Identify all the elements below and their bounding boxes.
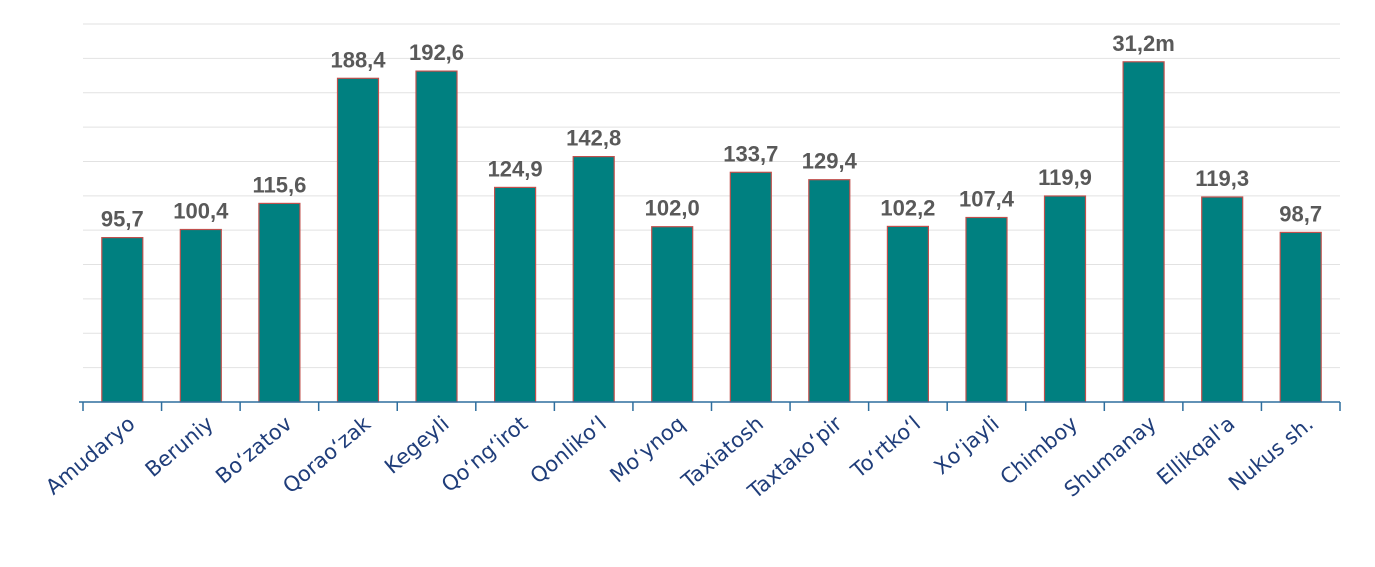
bar (886, 225, 930, 403)
bar (494, 186, 537, 403)
bar (415, 70, 458, 403)
bar (1122, 61, 1165, 403)
data-label: 192,6 (409, 40, 464, 65)
bar (808, 179, 851, 403)
data-label: 188,4 (330, 47, 386, 72)
bar (336, 77, 380, 403)
category-label: Qorao‘zak (278, 411, 376, 498)
data-label: 133,7 (723, 141, 778, 166)
x-axis (79, 401, 1341, 411)
data-label: 31,2m (1112, 31, 1174, 56)
category-label: Nukus sh. (1224, 411, 1318, 495)
data-label: 107,4 (959, 187, 1015, 212)
bar (965, 216, 1008, 403)
data-label: 119,3 (1195, 166, 1249, 191)
category-label: To‘rtko‘l (846, 411, 925, 483)
category-label: Kegeyli (380, 411, 454, 478)
data-label: 102,0 (645, 196, 700, 221)
category-label: Qonliko‘l (526, 411, 611, 488)
data-label: 102,2 (880, 195, 935, 220)
bar (258, 202, 301, 403)
bar (101, 237, 144, 403)
category-label: Qo‘ng‘irot (437, 411, 532, 497)
data-label: 142,8 (566, 126, 621, 151)
bar (1279, 231, 1322, 403)
category-label: Beruniy (141, 411, 218, 481)
data-label: 129,4 (802, 149, 858, 174)
bar (179, 228, 222, 403)
bar (1201, 196, 1244, 403)
data-label: 115,6 (252, 172, 306, 197)
bar (651, 226, 694, 403)
data-label: 100,4 (173, 199, 229, 224)
data-label: 95,7 (101, 207, 144, 232)
bars (101, 61, 1322, 403)
data-label: 119,9 (1038, 165, 1092, 190)
data-label: 124,9 (488, 156, 543, 181)
data-label: 98,7 (1279, 201, 1322, 226)
category-label: Amudaryo (41, 411, 139, 499)
bar (1043, 195, 1087, 403)
bar (729, 171, 772, 403)
data-labels: 95,7 100,4 115,6 188,4 192,6 124,9 142,8 102,0 1… (101, 31, 1322, 232)
category-label: Xo‘jayli (930, 411, 1004, 479)
bar (572, 156, 615, 403)
